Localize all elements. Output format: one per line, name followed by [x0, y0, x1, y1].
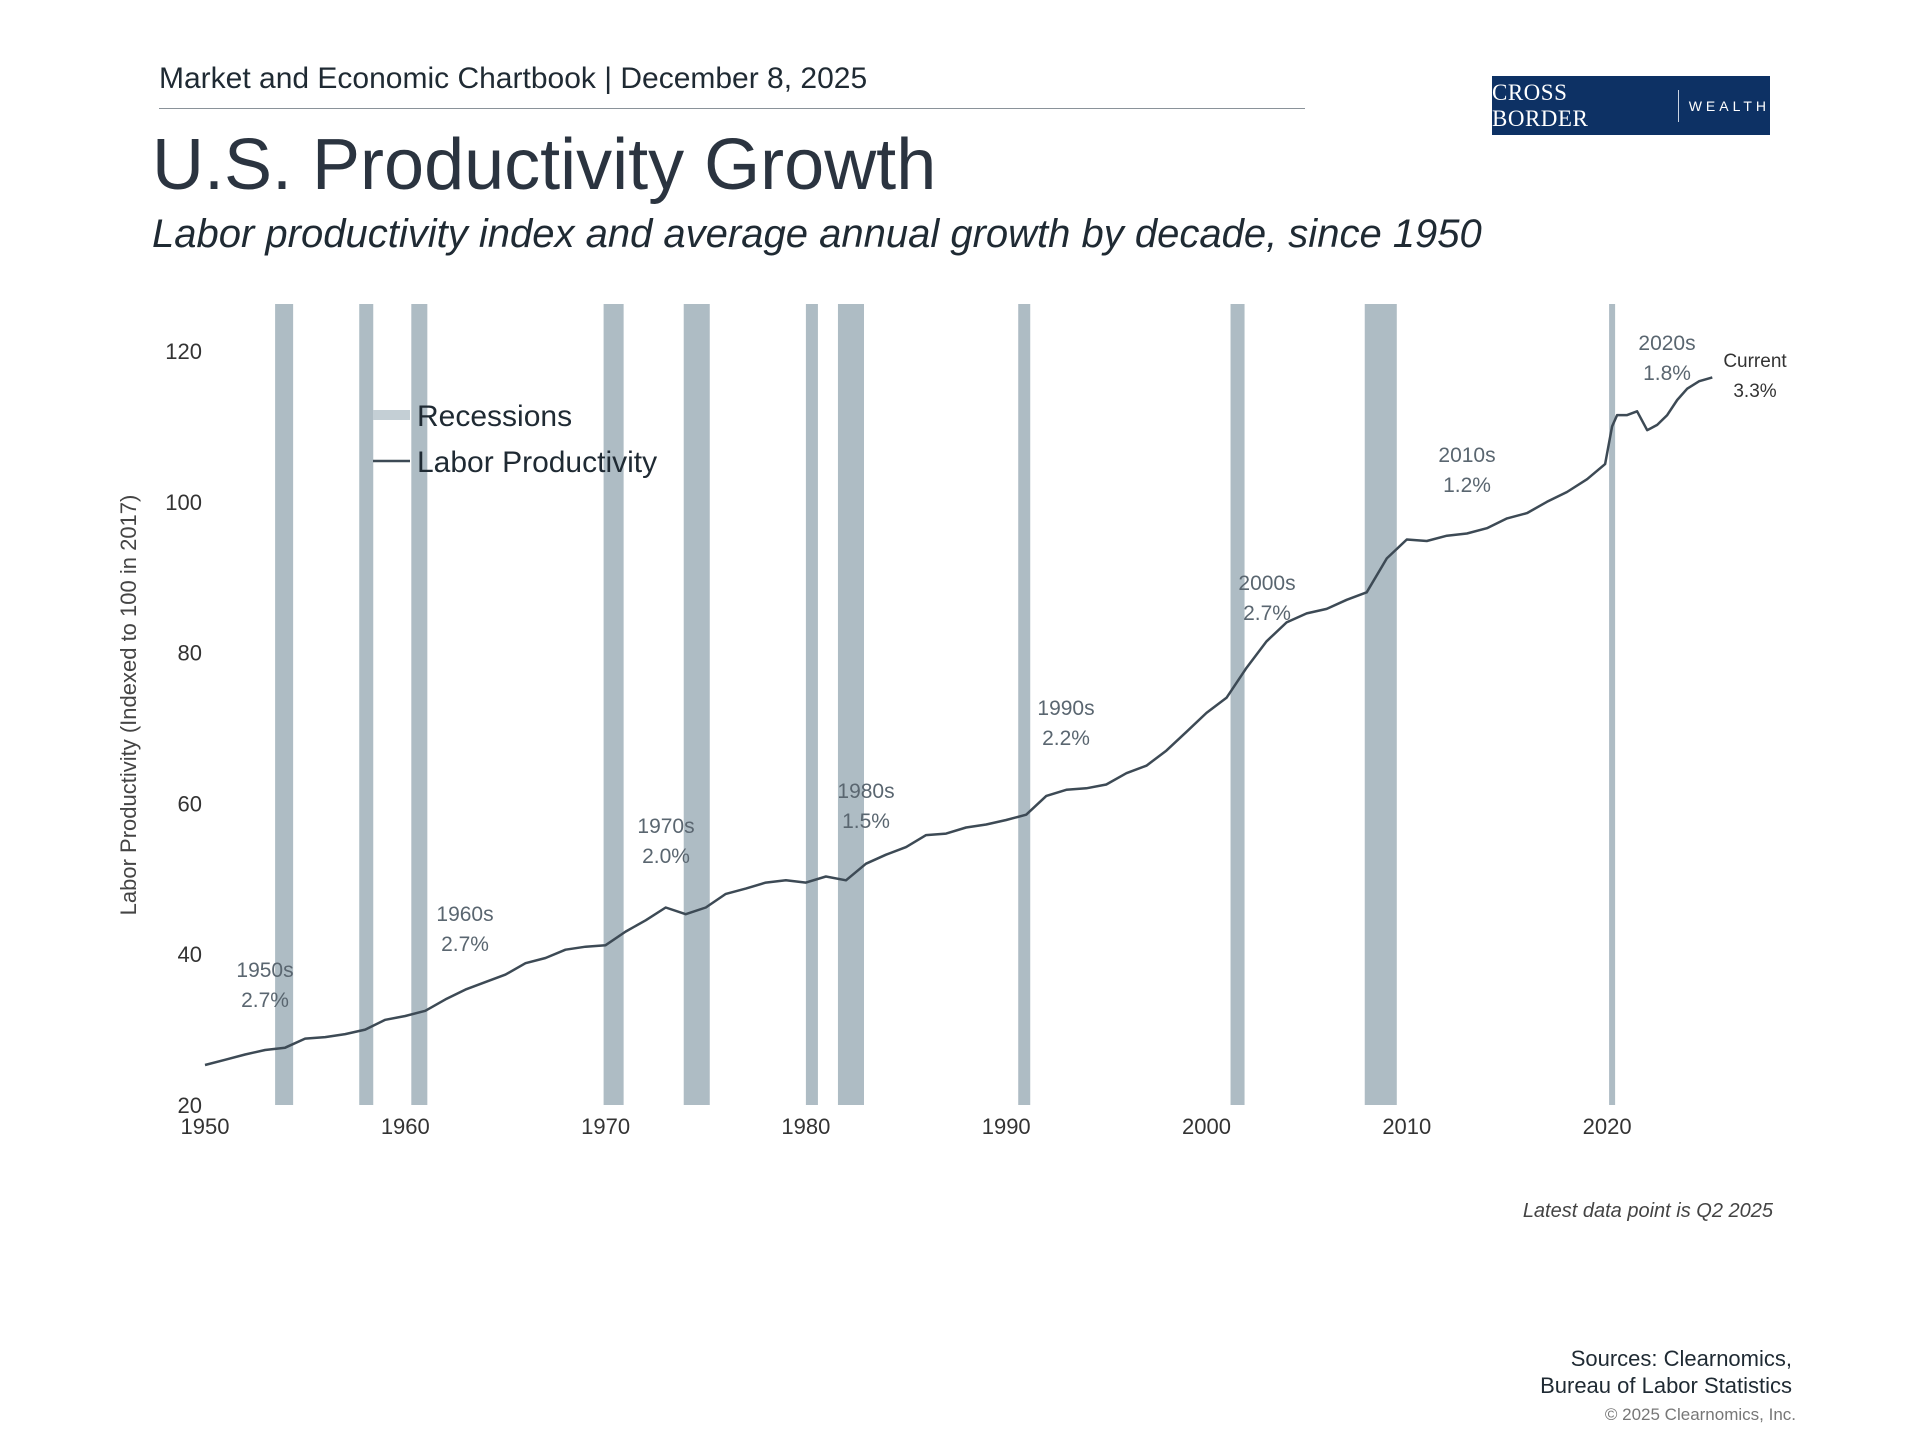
recession-bar	[683, 304, 710, 1105]
recession-bar	[275, 304, 294, 1105]
legend: Recessions Labor Productivity	[373, 400, 657, 479]
annotation-decade: 1960s	[436, 903, 493, 926]
recession-bar	[1018, 304, 1031, 1105]
x-tick-label: 1970	[581, 1114, 630, 1139]
y-tick-label: 40	[178, 942, 202, 967]
y-tick-label: 100	[165, 490, 202, 515]
annotation-growth: 1.5%	[842, 810, 890, 833]
annotation-growth: 2.7%	[1243, 602, 1291, 625]
x-tick-label: 2020	[1583, 1114, 1632, 1139]
logo-name: CROSS BORDER	[1492, 79, 1589, 131]
sources: Sources: Clearnomics, Bureau of Labor St…	[1540, 1345, 1792, 1399]
annotation-decade: 1990s	[1037, 697, 1094, 720]
legend-recessions-swatch	[373, 410, 410, 420]
annotation-growth: 2.7%	[241, 989, 289, 1012]
logo: CROSS BORDER WEALTH	[1492, 76, 1770, 135]
recession-bar	[837, 304, 864, 1105]
annotation-growth: 2.2%	[1042, 727, 1090, 750]
annotation-growth: 3.3%	[1733, 381, 1776, 402]
annotation-decade: 1970s	[637, 815, 694, 838]
logo-tagline: WEALTH	[1688, 97, 1770, 114]
sources-line-2: Bureau of Labor Statistics	[1540, 1373, 1792, 1398]
x-tick-label: 1950	[181, 1114, 230, 1139]
annotation-decade: 2000s	[1238, 572, 1295, 595]
chartbook-header: Market and Economic Chartbook | December…	[159, 62, 868, 95]
recession-bar	[1230, 304, 1245, 1105]
annotation-growth: 2.7%	[441, 933, 489, 956]
recession-bar	[1609, 304, 1616, 1105]
y-axis-label: Labor Productivity (Indexed to 100 in 20…	[116, 495, 141, 916]
latest-data-note: Latest data point is Q2 2025	[1522, 1200, 1773, 1222]
decade-annotations: 1950s 2.7% 1960s 2.7% 1970s 2.0% 1980s 1.5% 1990…	[236, 332, 1787, 1012]
x-tick-label: 2010	[1382, 1114, 1431, 1139]
legend-recessions-label: Recessions	[417, 400, 572, 433]
annotation-growth: 2.0%	[642, 845, 690, 868]
x-tick-label: 2000	[1182, 1114, 1231, 1139]
y-tick-label: 60	[178, 791, 202, 816]
y-tick-label: 80	[178, 641, 202, 666]
y-tick-label: 120	[165, 339, 202, 364]
annotation-decade: 1980s	[837, 780, 894, 803]
axis-ticks: 1950 1960 1970 1980 1990 2000 2010 202020406080…	[165, 339, 1631, 1139]
y-tick-label: 20	[178, 1093, 202, 1118]
x-tick-label: 1960	[381, 1114, 430, 1139]
recession-bars	[275, 304, 1616, 1105]
copyright: © 2025 Clearnomics, Inc.	[1604, 1405, 1796, 1424]
recession-bar	[1364, 304, 1397, 1105]
labor-productivity-line	[204, 376, 1713, 1067]
annotation-decade: 1950s	[236, 959, 293, 982]
sources-line-1: Sources: Clearnomics,	[1570, 1346, 1792, 1371]
annotation-growth: 1.2%	[1443, 474, 1491, 497]
x-tick-label: 1990	[982, 1114, 1031, 1139]
recession-bar	[805, 304, 818, 1105]
header-divider	[159, 108, 1305, 109]
annotation-decade: Current	[1723, 351, 1787, 372]
page-subtitle: Labor productivity index and average ann…	[152, 212, 1482, 256]
x-tick-label: 1980	[781, 1114, 830, 1139]
page-title: U.S. Productivity Growth	[152, 125, 937, 205]
legend-productivity-label: Labor Productivity	[417, 446, 657, 479]
annotation-growth: 1.8%	[1643, 362, 1691, 385]
logo-divider	[1677, 89, 1679, 122]
recession-bar	[359, 304, 374, 1105]
annotation-decade: 2010s	[1438, 444, 1495, 467]
recession-bar	[603, 304, 624, 1105]
recession-bar	[411, 304, 428, 1105]
annotation-decade: 2020s	[1638, 332, 1695, 355]
